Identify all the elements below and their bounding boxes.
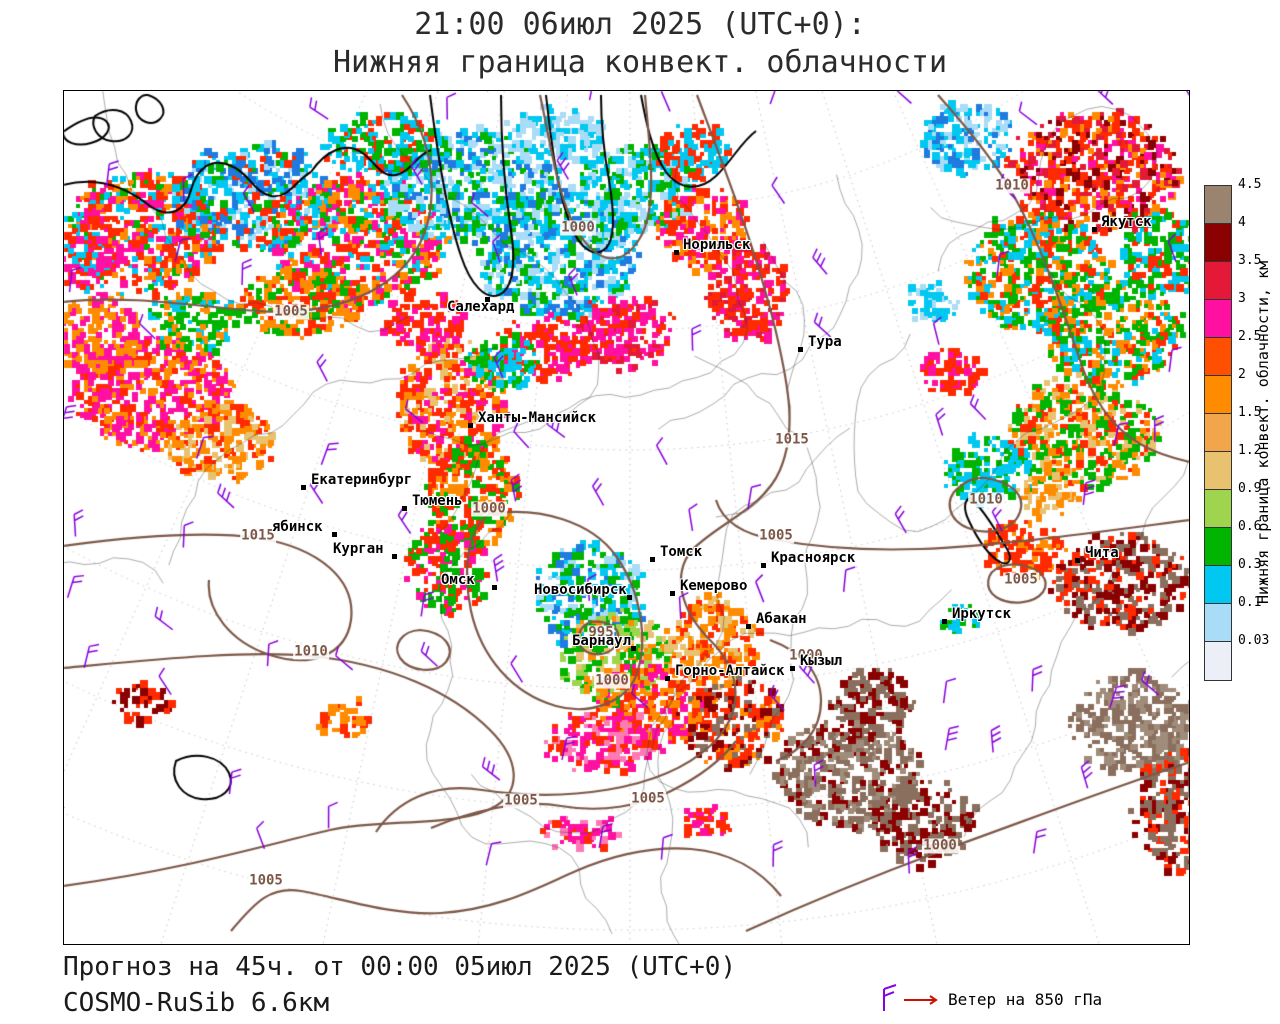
colorbar-tick-label: 2 bbox=[1238, 367, 1246, 382]
page-title: 21:00 06июл 2025 (UTC+0): Нижняя граница… bbox=[0, 6, 1280, 82]
colorbar-tick-label: 0.3 bbox=[1238, 557, 1262, 572]
colorbar-segment bbox=[1205, 262, 1231, 300]
colorbar-segment bbox=[1205, 528, 1231, 566]
colorbar-tick-label: 0.03 bbox=[1238, 633, 1270, 648]
title-datetime: 21:00 06июл 2025 (UTC+0): bbox=[414, 7, 866, 42]
colorbar-tick-label: 3.5 bbox=[1238, 253, 1262, 268]
colorbar-tick-label: 2.5 bbox=[1238, 329, 1262, 344]
title-parameter: Нижняя граница конвект. облачности bbox=[332, 45, 948, 80]
wind-legend-label: Ветер на 850 гПа bbox=[948, 989, 1103, 1009]
colorbar-segment bbox=[1205, 642, 1231, 680]
colorbar-title: Нижняя граница конвект. облачности, км bbox=[1254, 260, 1272, 604]
colorbar-segment bbox=[1205, 338, 1231, 376]
colorbar bbox=[1204, 185, 1232, 681]
colorbar-segment bbox=[1205, 490, 1231, 528]
colorbar-tick-label: 1.2 bbox=[1238, 443, 1262, 458]
colorbar-tick-label: 3 bbox=[1238, 291, 1246, 306]
wind-legend: Ветер на 850 гПа bbox=[876, 984, 1102, 1014]
colorbar-segment bbox=[1205, 300, 1231, 338]
colorbar-segment bbox=[1205, 224, 1231, 262]
colorbar-tick-label: 1.5 bbox=[1238, 405, 1262, 420]
wind-barb-icon bbox=[883, 984, 938, 1011]
colorbar-tick-label: 0.1 bbox=[1238, 595, 1262, 610]
colorbar-segment bbox=[1205, 414, 1231, 452]
colorbar-tick-label: 4.5 bbox=[1238, 177, 1262, 192]
colorbar-segment bbox=[1205, 452, 1231, 490]
colorbar-tick-label: 0.6 bbox=[1238, 519, 1262, 534]
colorbar-segment bbox=[1205, 604, 1231, 642]
footer-model-info: COSMO-RuSib 6.6км bbox=[63, 988, 330, 1018]
footer-forecast-info: Прогноз на 45ч. от 00:00 05июл 2025 (UTC… bbox=[63, 952, 737, 982]
colorbar-segment bbox=[1205, 376, 1231, 414]
colorbar-segment bbox=[1205, 186, 1231, 224]
colorbar-tick-label: 4 bbox=[1238, 215, 1246, 230]
colorbar-segment bbox=[1205, 566, 1231, 604]
colorbar-tick-label: 0.9 bbox=[1238, 481, 1262, 496]
